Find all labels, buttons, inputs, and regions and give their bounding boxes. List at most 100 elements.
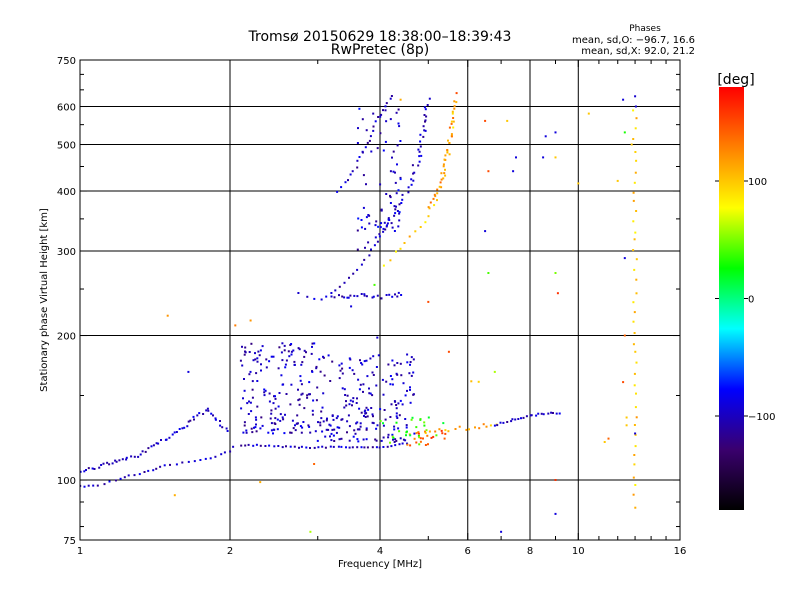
- echo-point: [406, 361, 409, 364]
- echo-point: [141, 450, 144, 453]
- echo-point: [438, 428, 441, 431]
- echo-point: [389, 196, 392, 199]
- echo-point: [397, 108, 400, 111]
- echo-point: [294, 424, 296, 427]
- echo-point: [348, 403, 351, 406]
- echo-point: [87, 484, 90, 487]
- echo-point: [311, 342, 314, 345]
- echo-point: [325, 419, 328, 422]
- echo-point: [379, 132, 382, 135]
- echo-point: [443, 437, 446, 440]
- echo-point: [356, 159, 359, 162]
- echo-point: [391, 156, 393, 159]
- echo-point: [499, 421, 502, 424]
- y-tick-label: 300: [57, 247, 76, 258]
- echo-point: [389, 416, 392, 418]
- echo-point: [196, 414, 199, 417]
- echo-point: [372, 355, 375, 358]
- echo-point: [255, 443, 258, 446]
- echo-point: [395, 404, 398, 406]
- echo-point: [436, 199, 438, 202]
- echo-point: [181, 461, 184, 464]
- echo-point: [386, 222, 389, 225]
- echo-point: [396, 295, 399, 298]
- echo-point: [330, 432, 333, 435]
- echo-point: [259, 427, 262, 430]
- echo-point: [298, 446, 300, 449]
- echo-point: [402, 438, 405, 441]
- echo-point: [429, 201, 432, 204]
- echo-point: [451, 110, 454, 113]
- echo-point: [343, 281, 346, 284]
- echo-point: [382, 230, 385, 233]
- echo-point: [372, 415, 374, 418]
- echo-point: [299, 379, 302, 382]
- echo-point: [385, 193, 388, 195]
- echo-point: [397, 225, 400, 228]
- echo-point: [444, 174, 447, 177]
- echo-point: [277, 445, 280, 447]
- echo-point: [634, 506, 637, 509]
- echo-point: [387, 217, 390, 220]
- echo-point: [302, 421, 305, 423]
- echo-point: [311, 345, 313, 348]
- echo-point: [371, 421, 374, 424]
- echo-point: [406, 353, 409, 356]
- echo-point: [365, 129, 368, 132]
- echo-point: [389, 375, 392, 377]
- echo-point: [399, 98, 402, 101]
- echo-point: [409, 388, 411, 391]
- echo-point: [284, 413, 286, 416]
- echo-point: [380, 113, 383, 116]
- echo-point: [229, 450, 232, 453]
- echo-point: [253, 426, 255, 429]
- echo-point: [214, 418, 217, 421]
- echo-point: [417, 435, 420, 437]
- echo-point: [204, 457, 207, 460]
- echo-point: [299, 375, 302, 378]
- echo-point: [424, 108, 427, 111]
- echo-point: [363, 360, 366, 363]
- echo-point: [405, 434, 407, 437]
- echo-point: [362, 383, 365, 386]
- echo-point: [450, 135, 453, 138]
- echo-point: [311, 370, 314, 373]
- echo-point: [375, 446, 378, 449]
- echo-point: [377, 225, 380, 228]
- echo-point: [259, 481, 262, 484]
- echo-point: [311, 413, 314, 416]
- echo-point: [242, 397, 244, 400]
- echo-point: [496, 424, 499, 427]
- echo-point: [409, 444, 412, 447]
- echo-point: [371, 394, 374, 397]
- echo-point: [362, 390, 364, 393]
- echo-point: [385, 380, 388, 383]
- echo-point: [426, 104, 429, 106]
- echo-point: [414, 230, 417, 233]
- echo-point: [375, 220, 378, 223]
- echo-point: [360, 219, 363, 221]
- echo-point: [394, 444, 397, 447]
- echo-point: [413, 432, 416, 435]
- echo-point: [424, 430, 426, 433]
- echo-point: [406, 430, 408, 433]
- echo-point: [309, 431, 312, 434]
- echo-point: [393, 441, 396, 443]
- echo-point: [419, 440, 422, 443]
- echo-point: [400, 294, 403, 296]
- echo-point: [363, 294, 366, 297]
- echo-point: [517, 418, 520, 420]
- echo-point: [391, 433, 394, 436]
- y-tick-label: 500: [57, 141, 76, 152]
- echo-point: [331, 415, 334, 417]
- echo-point: [152, 444, 155, 447]
- echo-point: [415, 441, 418, 444]
- echo-point: [371, 296, 374, 299]
- echo-point: [422, 135, 425, 138]
- echo-point: [276, 428, 279, 431]
- echo-point: [365, 438, 368, 441]
- echo-point: [384, 140, 387, 143]
- echo-point: [353, 372, 356, 375]
- echo-point: [395, 205, 397, 208]
- echo-point: [382, 149, 385, 152]
